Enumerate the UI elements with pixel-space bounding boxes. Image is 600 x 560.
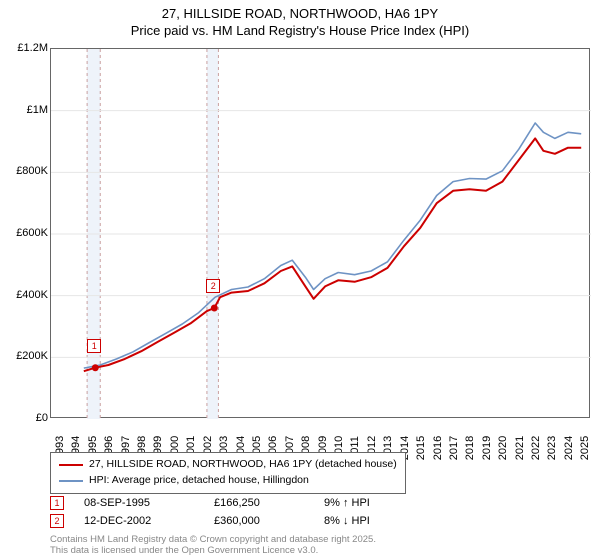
- xtick-label: 2020: [497, 436, 509, 460]
- ytick-label: £600K: [16, 227, 48, 239]
- sale-marker-box: 2: [206, 279, 220, 293]
- xtick-label: 2016: [432, 436, 444, 460]
- chart-title: 27, HILLSIDE ROAD, NORTHWOOD, HA6 1PY Pr…: [0, 0, 600, 40]
- sales-table: 1 08-SEP-1995 £166,250 9% ↑ HPI 2 12-DEC…: [50, 494, 424, 530]
- chart-svg: [51, 49, 591, 419]
- sale-marker-box: 1: [87, 339, 101, 353]
- xtick-label: 2019: [481, 436, 493, 460]
- xtick-label: 2021: [514, 436, 526, 460]
- legend-swatch: [59, 464, 83, 467]
- xtick-label: 2015: [415, 436, 427, 460]
- legend-item: HPI: Average price, detached house, Hill…: [59, 473, 397, 489]
- sale-date: 12-DEC-2002: [84, 515, 214, 527]
- legend-label: HPI: Average price, detached house, Hill…: [89, 473, 309, 489]
- legend-label: 27, HILLSIDE ROAD, NORTHWOOD, HA6 1PY (d…: [89, 457, 397, 473]
- legend-swatch: [59, 480, 83, 482]
- title-address: 27, HILLSIDE ROAD, NORTHWOOD, HA6 1PY: [0, 6, 600, 23]
- ytick-label: £0: [36, 412, 48, 424]
- sale-price: £360,000: [214, 515, 324, 527]
- chart-container: 27, HILLSIDE ROAD, NORTHWOOD, HA6 1PY Pr…: [0, 0, 600, 560]
- sale-marker-icon: 1: [50, 496, 64, 510]
- footer: Contains HM Land Registry data © Crown c…: [50, 534, 376, 557]
- ytick-label: £800K: [16, 165, 48, 177]
- sale-change: 8% ↓ HPI: [324, 515, 424, 527]
- xtick-label: 2023: [546, 436, 558, 460]
- legend: 27, HILLSIDE ROAD, NORTHWOOD, HA6 1PY (d…: [50, 452, 406, 494]
- sale-marker-icon: 2: [50, 514, 64, 528]
- ytick-label: £1.2M: [17, 42, 48, 54]
- footer-line: Contains HM Land Registry data © Crown c…: [50, 534, 376, 545]
- xtick-label: 2024: [563, 436, 575, 460]
- ytick-label: £1M: [27, 104, 48, 116]
- sale-price: £166,250: [214, 497, 324, 509]
- title-subtitle: Price paid vs. HM Land Registry's House …: [0, 23, 600, 40]
- sale-change: 9% ↑ HPI: [324, 497, 424, 509]
- footer-line: This data is licensed under the Open Gov…: [50, 545, 376, 556]
- sales-row: 2 12-DEC-2002 £360,000 8% ↓ HPI: [50, 512, 424, 530]
- sales-row: 1 08-SEP-1995 £166,250 9% ↑ HPI: [50, 494, 424, 512]
- xtick-label: 2018: [464, 436, 476, 460]
- sale-date: 08-SEP-1995: [84, 497, 214, 509]
- ytick-label: £200K: [16, 350, 48, 362]
- legend-item: 27, HILLSIDE ROAD, NORTHWOOD, HA6 1PY (d…: [59, 457, 397, 473]
- xtick-label: 2022: [530, 436, 542, 460]
- ytick-label: £400K: [16, 289, 48, 301]
- xtick-label: 2017: [448, 436, 460, 460]
- xtick-label: 2025: [579, 436, 591, 460]
- plot-area: [50, 48, 590, 418]
